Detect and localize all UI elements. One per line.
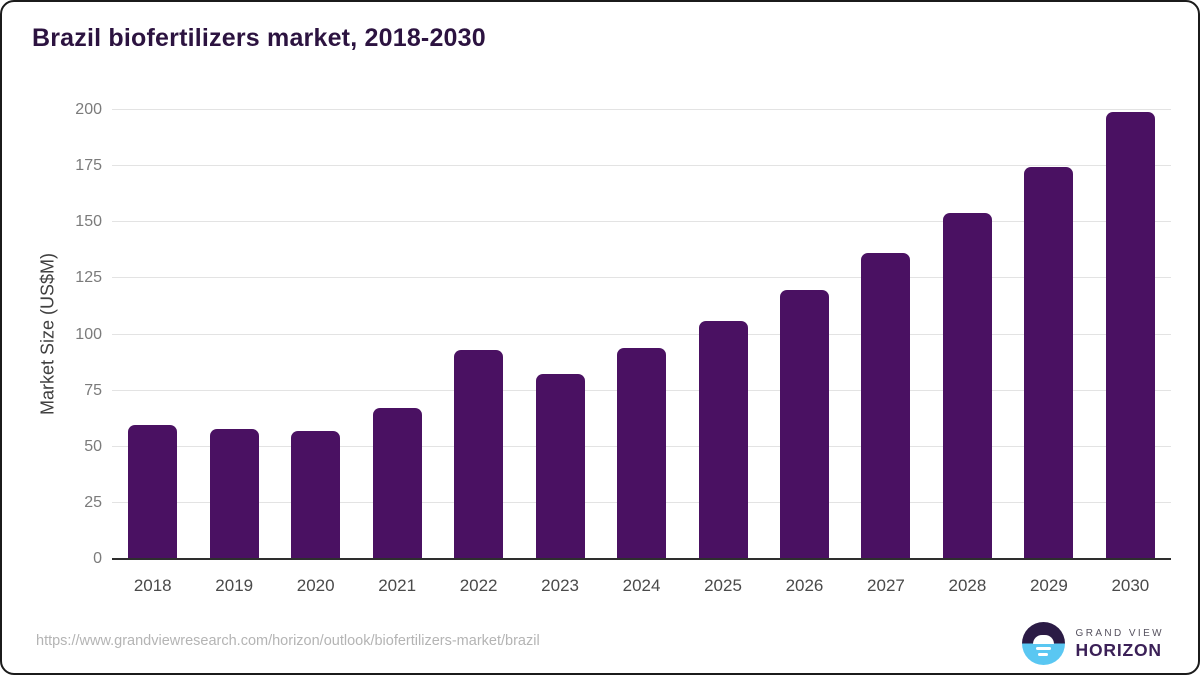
bar-cell bbox=[356, 110, 437, 559]
x-axis-label: 2019 bbox=[215, 576, 254, 595]
x-axis-label: 2022 bbox=[459, 576, 498, 595]
grand-view-horizon-logo: GRAND VIEW HORIZON bbox=[1021, 622, 1164, 665]
bar-2030 bbox=[1105, 111, 1155, 559]
bar-cell bbox=[275, 110, 356, 559]
x-axis-label: 2018 bbox=[133, 576, 172, 595]
x-axis-label: 2030 bbox=[1111, 576, 1150, 595]
horizon-reflection-line bbox=[1035, 647, 1051, 650]
bar-2023 bbox=[535, 373, 585, 559]
sun-icon bbox=[1032, 634, 1054, 644]
bar-2018 bbox=[128, 425, 178, 559]
y-axis-tick-label: 75 bbox=[84, 381, 102, 399]
bar-cell bbox=[927, 110, 1008, 559]
y-axis-tick-label: 175 bbox=[75, 157, 102, 175]
y-axis-tick-label: 50 bbox=[84, 437, 102, 455]
x-axis-label: 2024 bbox=[622, 576, 661, 595]
bar-2028 bbox=[942, 213, 992, 559]
x-axis-label: 2025 bbox=[704, 576, 742, 595]
chart-title: Brazil biofertilizers market, 2018-2030 bbox=[32, 24, 486, 52]
x-axis-label: 2020 bbox=[296, 576, 335, 595]
y-axis-tick-label: 25 bbox=[84, 493, 102, 511]
bar-2027 bbox=[861, 253, 911, 559]
x-axis-label: 2021 bbox=[378, 576, 417, 595]
bars-row bbox=[112, 110, 1171, 559]
x-axis-label: 2027 bbox=[867, 576, 905, 595]
bar-cell bbox=[519, 110, 600, 559]
bar-cell bbox=[601, 110, 682, 559]
y-axis-tick-label: 125 bbox=[75, 269, 102, 287]
bar-cell bbox=[193, 110, 274, 559]
bar-cell bbox=[112, 110, 193, 559]
logo-text: GRAND VIEW HORIZON bbox=[1076, 627, 1164, 660]
bar-2024 bbox=[617, 347, 667, 559]
bar-cell bbox=[682, 110, 763, 559]
x-axis-label: 2023 bbox=[541, 576, 579, 595]
bar-cell bbox=[438, 110, 519, 559]
bar-2022 bbox=[454, 349, 504, 559]
x-axis-label: 2026 bbox=[785, 576, 824, 595]
x-axis-line bbox=[112, 558, 1171, 560]
gridline bbox=[112, 277, 1171, 279]
y-axis-tick-label: 200 bbox=[75, 101, 102, 118]
bar-cell bbox=[764, 110, 845, 559]
bar-2026 bbox=[779, 289, 829, 559]
y-axis-tick-label: 150 bbox=[75, 213, 102, 231]
y-axis-tick-labels: 0 25 50 75 100 125 150 175 200 bbox=[2, 101, 102, 567]
gridline bbox=[112, 333, 1171, 335]
gridline bbox=[112, 109, 1171, 110]
bar-cell bbox=[845, 110, 926, 559]
bar-2025 bbox=[698, 320, 748, 559]
plot-area bbox=[112, 109, 1171, 560]
x-axis-label: 2029 bbox=[1029, 576, 1068, 595]
gridline bbox=[112, 165, 1171, 167]
bar-2019 bbox=[209, 428, 259, 559]
logo-horizon-label: HORIZON bbox=[1075, 640, 1162, 660]
source-url: https://www.grandviewresearch.com/horizo… bbox=[36, 633, 540, 649]
bar-2020 bbox=[291, 431, 341, 559]
x-axis-labels: 2018 2019 2020 2021 2022 2023 2024 2025 2026 2027… bbox=[112, 574, 1171, 598]
bar-cell bbox=[1090, 110, 1171, 559]
bar-cell bbox=[1008, 110, 1089, 559]
x-axis-label: 2028 bbox=[948, 576, 987, 595]
horizon-sunrise-icon bbox=[1021, 622, 1065, 665]
bar-2029 bbox=[1024, 166, 1074, 559]
gridline bbox=[112, 221, 1171, 223]
bar-2021 bbox=[372, 408, 422, 559]
logo-grand-view-label: GRAND VIEW bbox=[1075, 628, 1164, 639]
y-axis-tick-label: 100 bbox=[75, 325, 102, 343]
y-axis-tick-label: 0 bbox=[93, 550, 102, 567]
horizon-reflection-line bbox=[1038, 653, 1049, 656]
